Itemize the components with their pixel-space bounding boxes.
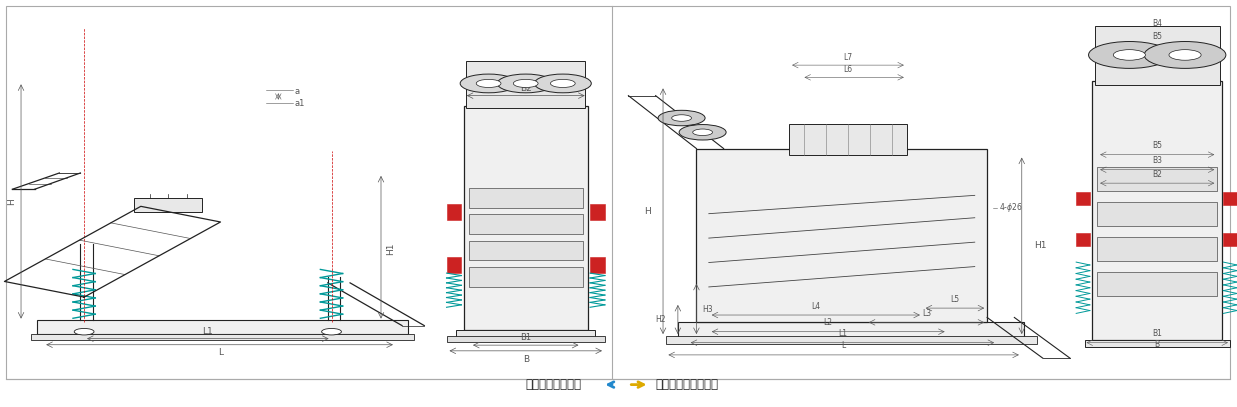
Bar [469,214,583,234]
Text: H3: H3 [703,305,714,314]
Text: 激振器型结构示意图: 激振器型结构示意图 [656,378,719,391]
Bar [1097,237,1217,261]
Text: 电机型结构示意图: 电机型结构示意图 [526,378,581,391]
Text: L2: L2 [824,318,833,327]
Text: L5: L5 [950,295,960,304]
Bar [37,320,408,334]
Text: a1: a1 [294,99,304,108]
Text: L6: L6 [844,65,852,74]
Circle shape [693,129,713,136]
Bar [678,322,1024,337]
Text: H: H [6,198,16,205]
Text: B1: B1 [521,333,531,342]
Text: L1: L1 [203,327,213,336]
Bar [590,204,605,220]
Bar [469,188,583,208]
Text: B4: B4 [1152,19,1163,28]
Bar [789,124,907,155]
Text: B1: B1 [1153,329,1162,338]
Text: L4: L4 [811,302,820,311]
Circle shape [1144,42,1226,68]
Bar [1097,167,1217,191]
Bar [447,257,461,273]
Text: B: B [1154,340,1160,349]
Text: H1: H1 [1034,241,1047,250]
Bar [590,257,605,273]
Bar [456,330,595,337]
Bar [464,106,588,330]
Text: B5: B5 [1152,32,1163,41]
Text: H: H [644,207,651,216]
Circle shape [460,74,517,93]
Text: 4-$\phi$26: 4-$\phi$26 [999,201,1023,214]
Text: B3: B3 [1152,156,1163,165]
Circle shape [513,79,538,88]
Bar [447,204,461,220]
Text: H1: H1 [386,242,396,254]
Circle shape [679,125,726,140]
Text: B: B [523,355,528,364]
Bar [31,334,414,340]
Bar [469,241,583,260]
Text: B2: B2 [520,84,532,93]
Text: L: L [841,341,846,350]
Bar [135,198,203,212]
Bar [1097,202,1217,226]
Circle shape [1169,50,1201,60]
Bar [466,61,585,108]
Bar [1223,192,1237,205]
Circle shape [1113,50,1145,60]
Bar [1223,233,1237,246]
Circle shape [74,328,94,335]
Text: L: L [218,348,223,357]
Circle shape [672,115,691,121]
Text: B5: B5 [1152,141,1163,150]
Circle shape [534,74,591,93]
Bar [1095,26,1220,85]
Text: H2: H2 [656,315,666,324]
Bar [666,336,1037,344]
Bar [469,267,583,287]
Bar [1085,340,1230,347]
Text: B2: B2 [1153,170,1162,179]
Circle shape [550,79,575,88]
Bar [447,336,605,342]
Bar [1097,272,1217,296]
Bar [1076,192,1090,205]
Text: L1: L1 [837,329,847,338]
Circle shape [1089,42,1170,68]
Bar [1092,81,1222,340]
Circle shape [497,74,554,93]
Bar [696,149,987,322]
Text: L3: L3 [922,309,931,318]
Text: a: a [294,87,299,96]
Circle shape [322,328,341,335]
Circle shape [476,79,501,88]
Circle shape [658,110,705,126]
Bar [1076,233,1090,246]
Text: L7: L7 [844,53,852,62]
